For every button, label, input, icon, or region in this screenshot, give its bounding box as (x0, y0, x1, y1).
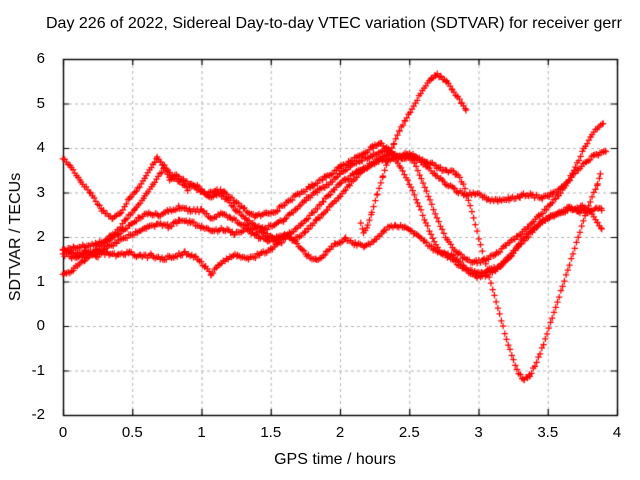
y-tick-label: 6 (36, 50, 45, 67)
y-tick-label: 5 (36, 94, 45, 112)
x-axis-label: GPS time / hours (274, 451, 396, 468)
y-tick-label: 1 (36, 272, 45, 290)
x-tick-label: 1 (197, 424, 206, 441)
y-tick-label: 4 (36, 139, 45, 156)
x-tick-label: 2.5 (398, 424, 420, 441)
y-tick-label: 0 (36, 317, 45, 334)
x-tick-label: 4 (612, 424, 622, 441)
x-tick-label: 0.5 (121, 424, 143, 441)
x-tick-label: 0 (58, 424, 68, 441)
y-tick-label: -2 (31, 406, 45, 423)
x-tick-label: 1.5 (260, 424, 282, 441)
y-tick-label: 3 (36, 183, 45, 201)
y-tick-label: 2 (36, 228, 45, 245)
x-tick-label: 3 (474, 424, 483, 441)
chart-title: Day 226 of 2022, Sidereal Day-to-day VTE… (46, 15, 622, 32)
x-tick-label: 3.5 (537, 424, 559, 441)
y-tick-label: -1 (31, 361, 45, 379)
x-tick-label: 2 (335, 424, 345, 441)
